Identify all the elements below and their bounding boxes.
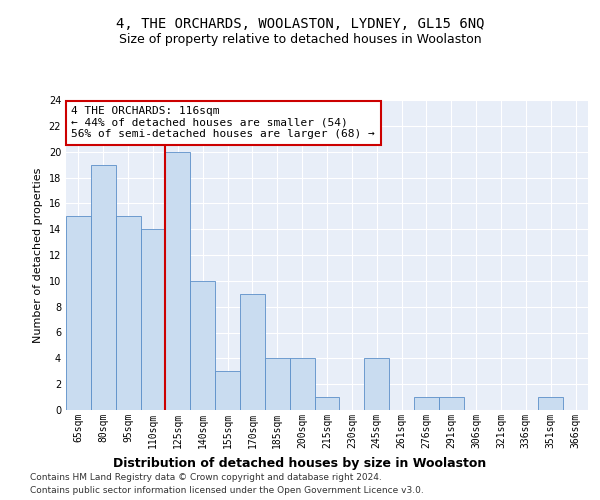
Bar: [538, 397, 563, 410]
Bar: [290, 358, 314, 410]
Bar: [215, 371, 240, 410]
Bar: [265, 358, 290, 410]
Text: Contains HM Land Registry data © Crown copyright and database right 2024.: Contains HM Land Registry data © Crown c…: [30, 474, 382, 482]
Bar: [91, 164, 116, 410]
Text: Size of property relative to detached houses in Woolaston: Size of property relative to detached ho…: [119, 32, 481, 46]
Bar: [414, 397, 439, 410]
Bar: [314, 397, 340, 410]
Bar: [140, 229, 166, 410]
Text: 4 THE ORCHARDS: 116sqm
← 44% of detached houses are smaller (54)
56% of semi-det: 4 THE ORCHARDS: 116sqm ← 44% of detached…: [71, 106, 375, 140]
Bar: [66, 216, 91, 410]
Text: Distribution of detached houses by size in Woolaston: Distribution of detached houses by size …: [113, 458, 487, 470]
Bar: [439, 397, 464, 410]
Text: 4, THE ORCHARDS, WOOLASTON, LYDNEY, GL15 6NQ: 4, THE ORCHARDS, WOOLASTON, LYDNEY, GL15…: [116, 18, 484, 32]
Bar: [240, 294, 265, 410]
Bar: [364, 358, 389, 410]
Bar: [116, 216, 140, 410]
Text: Contains public sector information licensed under the Open Government Licence v3: Contains public sector information licen…: [30, 486, 424, 495]
Y-axis label: Number of detached properties: Number of detached properties: [33, 168, 43, 342]
Bar: [190, 281, 215, 410]
Bar: [166, 152, 190, 410]
